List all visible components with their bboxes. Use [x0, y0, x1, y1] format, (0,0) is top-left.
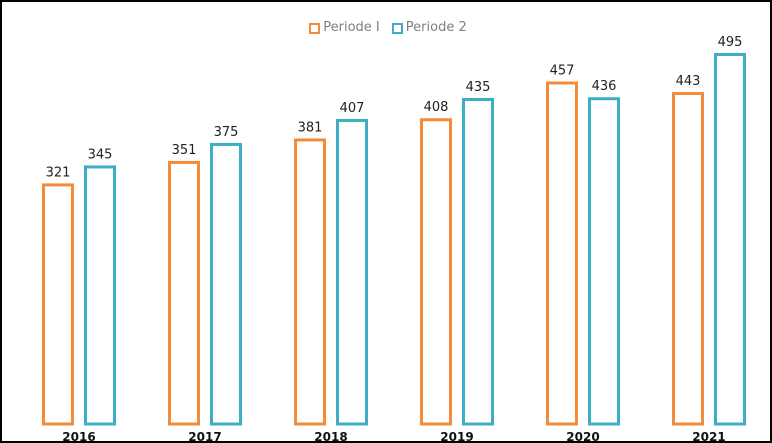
bar-periode-1-2018 — [294, 138, 326, 426]
data-label-periode-2-2018: 407 — [340, 101, 365, 116]
bar-periode-1-2020 — [546, 81, 578, 426]
bar-periode-2-2021 — [714, 53, 746, 426]
bar-periode-1-2021 — [672, 91, 704, 426]
bar-periode-2-2017 — [210, 142, 242, 426]
legend-label-periode-1: Periode I — [323, 20, 380, 35]
x-tick-label-2021: 2021 — [692, 430, 725, 443]
legend-swatch-periode-1 — [309, 22, 321, 34]
legend-item-periode-2: Periode 2 — [391, 20, 467, 36]
data-label-periode-1-2016: 321 — [46, 165, 71, 180]
legend-item-periode-1: Periode I — [309, 20, 380, 36]
data-label-periode-1-2020: 457 — [550, 63, 575, 78]
data-label-periode-2-2021: 495 — [718, 35, 743, 50]
bar-periode-2-2016 — [84, 165, 116, 426]
legend-swatch-periode-2 — [391, 22, 403, 34]
bar-periode-1-2017 — [168, 160, 200, 426]
data-label-periode-2-2017: 375 — [214, 125, 239, 140]
legend-label-periode-2: Periode 2 — [405, 20, 467, 35]
data-label-periode-2-2019: 435 — [466, 80, 491, 95]
x-tick-label-2020: 2020 — [566, 430, 599, 443]
data-label-periode-2-2020: 436 — [592, 79, 617, 94]
data-label-periode-1-2017: 351 — [172, 143, 197, 158]
data-label-periode-1-2021: 443 — [676, 74, 701, 89]
data-label-periode-2-2016: 345 — [88, 147, 113, 162]
bar-periode-2-2018 — [336, 118, 368, 426]
bar-periode-2-2020 — [588, 97, 620, 426]
bar-periode-2-2019 — [462, 97, 494, 426]
x-tick-label-2016: 2016 — [62, 430, 95, 443]
data-label-periode-1-2018: 381 — [298, 120, 323, 135]
data-label-periode-1-2019: 408 — [424, 100, 449, 115]
bar-periode-1-2016 — [42, 183, 74, 426]
x-tick-label-2018: 2018 — [314, 430, 347, 443]
x-tick-label-2017: 2017 — [188, 430, 221, 443]
bar-periode-1-2019 — [420, 118, 452, 426]
chart-legend: Periode I Periode 2 — [2, 20, 772, 36]
x-tick-label-2019: 2019 — [440, 430, 473, 443]
